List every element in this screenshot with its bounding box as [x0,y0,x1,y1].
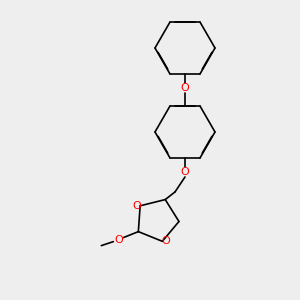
Text: O: O [181,167,189,177]
Text: O: O [161,236,170,246]
Text: O: O [181,83,189,93]
Text: O: O [114,235,123,244]
Text: O: O [133,201,142,211]
